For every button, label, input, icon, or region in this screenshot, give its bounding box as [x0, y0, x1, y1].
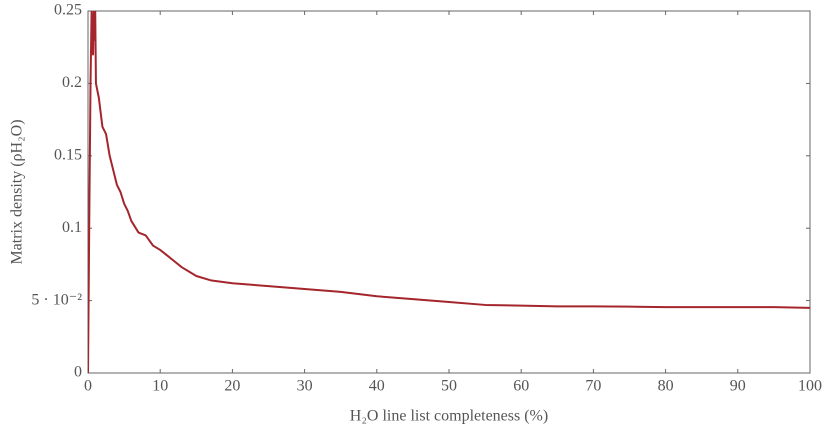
x-tick-label: 0: [84, 378, 92, 395]
x-tick-label: 30: [297, 378, 313, 395]
y-axis-label: Matrix density (ρH₂O): [9, 119, 26, 264]
y-tick-label: 0.15: [54, 146, 82, 163]
y-tick-label: 0: [74, 364, 82, 381]
x-tick-label: 60: [513, 378, 529, 395]
data-line: [88, 11, 810, 373]
x-tick-label: 90: [730, 378, 746, 395]
x-tick-label: 50: [441, 378, 457, 395]
plot-frame: [87, 10, 811, 374]
y-tick-label: 5 · 10⁻²: [31, 291, 82, 308]
y-tick-label: 0.25: [54, 2, 82, 19]
x-tick-label: 80: [658, 378, 674, 395]
y-tick-label: 0.1: [62, 219, 82, 236]
x-axis-label: H₂O line list completeness (%): [350, 408, 548, 425]
x-tick-label: 70: [585, 378, 601, 395]
x-tick-label: 20: [224, 378, 240, 395]
x-tick-label: 10: [152, 378, 168, 395]
x-tick-label: 100: [798, 378, 822, 395]
y-tick-label: 0.2: [62, 74, 82, 91]
x-tick-label: 40: [369, 378, 385, 395]
